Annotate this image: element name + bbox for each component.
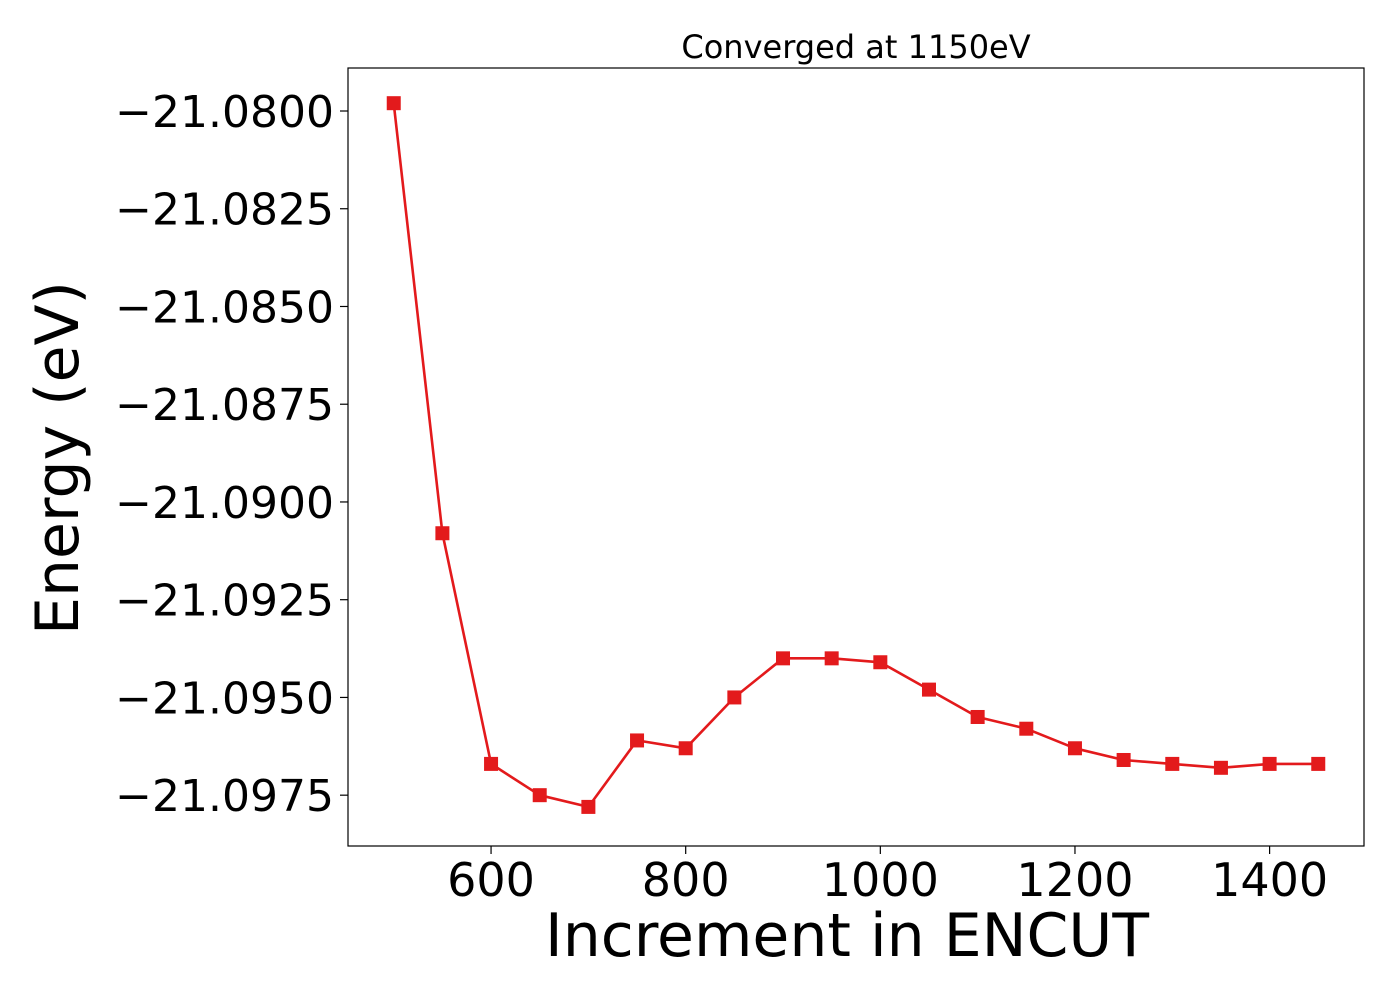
x-tick-label: 800: [642, 853, 730, 907]
series-layer: [386, 96, 1326, 814]
x-tick-label: 600: [447, 853, 535, 907]
data-point: [1019, 721, 1034, 736]
data-point: [581, 799, 596, 814]
data-point: [776, 651, 791, 666]
data-point: [727, 690, 742, 705]
data-point: [1311, 756, 1326, 771]
data-point: [630, 733, 645, 748]
data-point: [1213, 760, 1228, 775]
data-point: [484, 756, 499, 771]
data-point: [386, 96, 401, 111]
x-tick-label: 1000: [822, 853, 939, 907]
y-axis: −21.0800 −21.0825 −21.0850 −21.0875 −21.0900…: [115, 87, 348, 822]
y-tick-label: −21.0850: [115, 282, 334, 333]
data-point: [1067, 741, 1082, 756]
y-tick-label: −21.0950: [115, 673, 334, 724]
x-tick-label: 1200: [1016, 853, 1133, 907]
data-point: [824, 651, 839, 666]
data-point: [435, 526, 450, 541]
series-line: [392, 103, 1319, 809]
plot-frame: [347, 67, 1365, 847]
y-tick-label: −21.0875: [115, 380, 334, 431]
y-tick-label: −21.0800: [115, 87, 334, 138]
data-point: [678, 741, 693, 756]
x-axis: 600 800 1000 1200 1400: [447, 846, 1328, 907]
data-point: [970, 709, 985, 724]
x-tick-label: 1400: [1211, 853, 1328, 907]
data-point: [921, 682, 936, 697]
y-tick-label: −21.0925: [115, 576, 334, 627]
y-tick-label: −21.0900: [115, 478, 334, 529]
chart-title: Converged at 1150eV: [681, 28, 1030, 66]
x-axis-label: Increment in ENCUT: [545, 901, 1149, 971]
data-point: [873, 655, 888, 670]
data-point: [1165, 756, 1180, 771]
y-tick-label: −21.0975: [115, 771, 334, 822]
data-point: [1262, 756, 1277, 771]
data-point: [532, 788, 547, 803]
data-point: [1116, 752, 1131, 767]
plot-area: [347, 67, 1365, 847]
y-tick-label: −21.0825: [115, 185, 334, 236]
y-axis-label: Energy (eV): [23, 281, 93, 635]
